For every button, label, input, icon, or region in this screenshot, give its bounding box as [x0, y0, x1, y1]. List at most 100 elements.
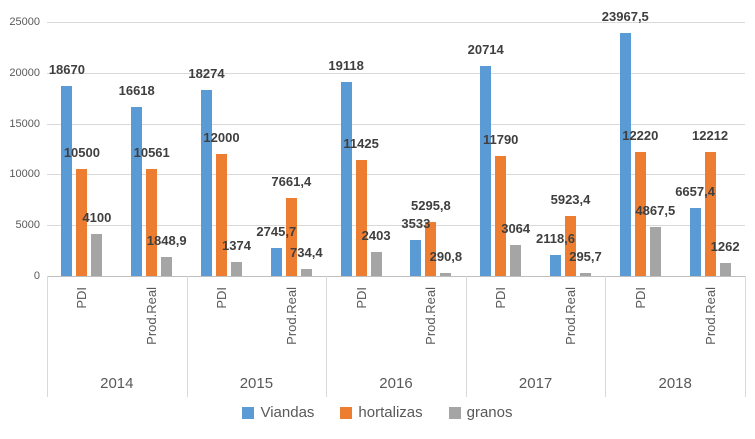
bar-granos-2015-pdi — [231, 262, 242, 276]
data-label-viandas-2016-prod-real: 3533 — [401, 216, 431, 232]
gridline-25000 — [47, 22, 745, 23]
x-axis-group-separator — [326, 276, 327, 397]
data-label-hortalizas-2016-pdi: 11425 — [343, 135, 379, 151]
x-sub-label-cell-2016-prod-real: Prod.Real — [396, 281, 466, 365]
data-label-granos-2018-prod-real: 1262 — [710, 239, 740, 255]
data-label-granos-2014-prod-real: 1848,9 — [146, 233, 187, 249]
x-group-label-2018: 2018 — [658, 375, 692, 392]
bar-granos-2018-prod-real — [719, 263, 731, 276]
data-label-granos-2015-pdi: 1374 — [222, 238, 251, 253]
data-label-granos-2016-prod-real: 290,8 — [429, 249, 463, 264]
bar-granos-2016-pdi — [370, 251, 382, 276]
gridline-5000 — [47, 225, 745, 226]
x-sub-label-cell-2017-pdi: PDI — [466, 281, 536, 365]
y-tick-label-25000: 25000 — [9, 16, 40, 28]
legend-item-hortalizas: hortalizas — [340, 403, 423, 423]
gridline-15000 — [47, 124, 745, 125]
data-label-granos-2017-prod-real: 295,7 — [569, 249, 602, 264]
x-group-label-2015: 2015 — [239, 375, 274, 392]
data-label-granos-2016-pdi: 2403 — [361, 227, 391, 243]
data-label-viandas-2018-pdi: 23967,5 — [601, 8, 649, 24]
x-sub-label: PDI — [493, 287, 509, 309]
x-sub-label: PDI — [74, 287, 90, 309]
data-label-hortalizas-2014-prod-real: 10561 — [133, 144, 170, 160]
x-axis-group-separator — [745, 276, 746, 397]
data-label-viandas-2014-prod-real: 16618 — [118, 83, 155, 99]
bar-hortalizas-2018-pdi — [634, 151, 646, 276]
y-tick-label-15000: 15000 — [9, 118, 40, 130]
data-label-hortalizas-2017-prod-real: 5923,4 — [550, 191, 591, 207]
legend-swatch-hortalizas — [340, 407, 353, 419]
bar-hortalizas-2015-prod-real — [285, 198, 297, 276]
bar-granos-2015-prod-real — [300, 268, 312, 276]
x-sub-label: Prod.Real — [423, 287, 439, 345]
data-label-hortalizas-2015-prod-real: 7661,4 — [271, 174, 312, 190]
x-sub-label: Prod.Real — [144, 287, 160, 345]
bar-viandas-2015-prod-real — [270, 248, 282, 276]
data-label-hortalizas-2018-prod-real: 12212 — [692, 127, 729, 143]
data-label-granos-2017-pdi: 3064 — [501, 220, 531, 236]
bar-viandas-2014-pdi — [61, 86, 73, 276]
legend-label-viandas: Viandas — [260, 404, 315, 421]
bar-viandas-2017-prod-real — [550, 254, 561, 276]
data-label-hortalizas-2017-pdi: 11790 — [482, 132, 519, 148]
data-label-viandas-2016-pdi: 19118 — [328, 57, 364, 73]
legend-swatch-granos — [448, 407, 461, 419]
data-label-hortalizas-2015-pdi: 12000 — [203, 130, 240, 146]
gridline-20000 — [47, 73, 745, 74]
bar-granos-2017-pdi — [510, 244, 522, 276]
bar-viandas-2015-pdi — [201, 90, 212, 276]
x-axis-line — [47, 276, 745, 277]
data-label-viandas-2014-pdi: 18670 — [48, 62, 85, 78]
bar-granos-2017-prod-real — [580, 273, 591, 276]
legend-swatch-viandas — [242, 407, 255, 419]
bar-hortalizas-2018-prod-real — [704, 151, 716, 276]
x-sub-label-cell-2015-prod-real: Prod.Real — [256, 281, 326, 365]
y-tick-label-5000: 5000 — [15, 219, 40, 231]
bar-hortalizas-2014-prod-real — [146, 168, 158, 276]
bar-granos-2014-prod-real — [161, 257, 173, 276]
x-axis-group-separator — [187, 276, 188, 397]
data-label-hortalizas-2018-pdi: 12220 — [622, 127, 659, 143]
data-label-hortalizas-2014-pdi: 10500 — [63, 145, 100, 161]
x-axis-group-separator — [47, 276, 48, 397]
bar-viandas-2018-prod-real — [689, 208, 701, 276]
bar-granos-2016-prod-real — [440, 273, 452, 276]
bar-hortalizas-2017-prod-real — [565, 215, 576, 276]
x-sub-label-cell-2017-prod-real: Prod.Real — [536, 281, 606, 365]
x-sub-label-cell-2018-pdi: PDI — [605, 281, 675, 365]
data-label-viandas-2015-prod-real: 2745,7 — [256, 224, 297, 240]
legend-item-viandas: Viandas — [242, 403, 314, 423]
x-sub-label: PDI — [353, 287, 369, 309]
data-label-viandas-2017-prod-real: 2118,6 — [535, 230, 576, 246]
x-group-label-2017: 2017 — [518, 375, 553, 392]
bar-hortalizas-2016-pdi — [355, 159, 367, 276]
bar-viandas-2014-prod-real — [131, 107, 143, 276]
bar-hortalizas-2015-pdi — [216, 154, 227, 276]
bar-granos-2018-pdi — [649, 226, 661, 276]
bar-viandas-2016-pdi — [340, 81, 352, 276]
bar-viandas-2018-pdi — [619, 32, 631, 276]
data-label-granos-2015-prod-real: 734,4 — [290, 244, 323, 260]
bar-granos-2014-pdi — [91, 234, 103, 276]
data-label-hortalizas-2016-prod-real: 5295,8 — [411, 198, 451, 214]
bar-hortalizas-2017-pdi — [495, 156, 507, 276]
x-sub-label-cell-2015-pdi: PDI — [187, 281, 257, 365]
x-sub-label-cell-2014-prod-real: Prod.Real — [117, 281, 187, 365]
y-tick-label-20000: 20000 — [9, 67, 40, 79]
x-axis-group-separator — [605, 276, 606, 397]
x-group-label-2016: 2016 — [379, 375, 413, 392]
legend-label-hortalizas: hortalizas — [358, 404, 423, 421]
bar-hortalizas-2014-pdi — [76, 169, 88, 276]
x-sub-label-cell-2018-prod-real: Prod.Real — [675, 281, 745, 365]
legend-label-granos: granos — [466, 404, 513, 421]
data-label-granos-2014-pdi: 4100 — [82, 210, 112, 226]
bar-hortalizas-2016-prod-real — [425, 222, 437, 276]
y-tick-label-0: 0 — [33, 270, 40, 282]
x-group-label-2014: 2014 — [100, 375, 134, 392]
legend-item-granos: granos — [448, 403, 513, 423]
data-label-viandas-2018-prod-real: 6657,4 — [675, 184, 715, 200]
legend: Viandas hortalizas granos — [0, 403, 755, 423]
data-label-viandas-2017-pdi: 20714 — [467, 41, 504, 57]
